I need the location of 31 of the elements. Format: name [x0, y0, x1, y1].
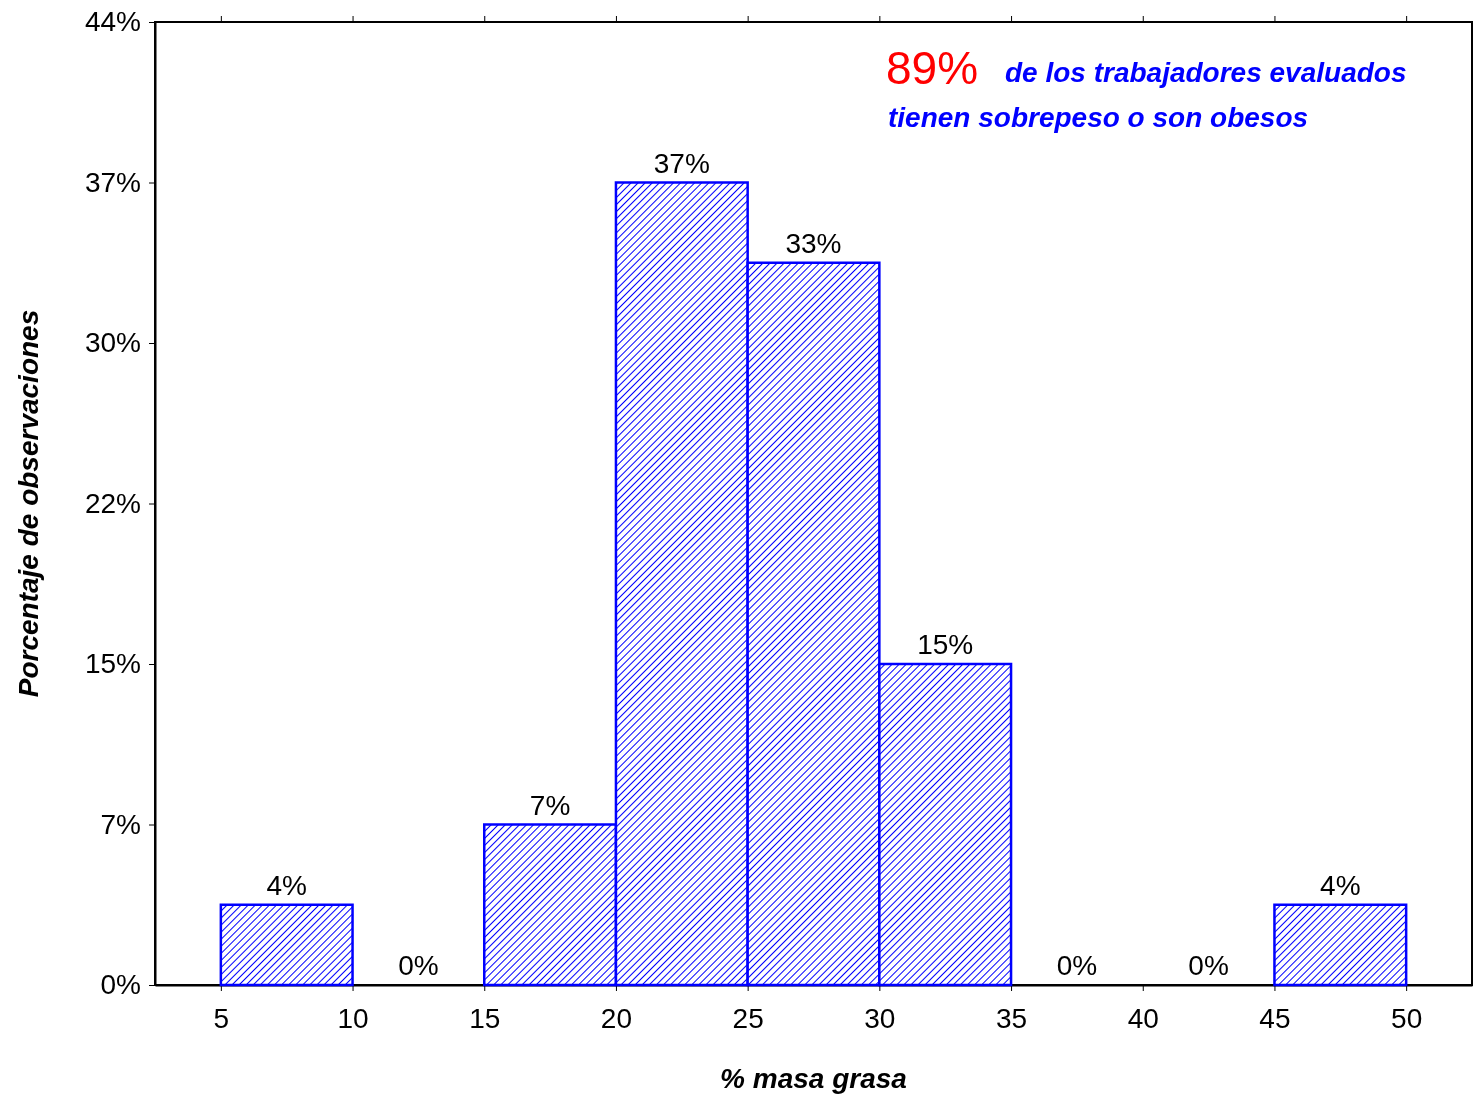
x-tick-label: 10: [337, 1002, 369, 1034]
annotation: tienen sobrepeso o son obesos: [888, 102, 1309, 133]
data-label: 33%: [785, 227, 842, 259]
data-label: 0%: [1188, 950, 1229, 981]
data-label: 15%: [917, 629, 974, 660]
x-tick-label: 25: [732, 1002, 764, 1034]
y-tick-label: 15%: [84, 648, 141, 680]
data-label: 0%: [1056, 950, 1098, 981]
data-label: 37%: [653, 147, 710, 179]
x-tick-label: 20: [600, 1002, 633, 1034]
x-tick-label: 45: [1259, 1002, 1291, 1034]
data-label: 0%: [398, 950, 439, 981]
annotation: 89%: [886, 42, 979, 94]
x-tick-label: 30: [864, 1002, 896, 1034]
y-tick-label: 44%: [84, 6, 141, 38]
y-tick-label: 0%: [100, 969, 141, 1001]
data-label: 4%: [266, 869, 307, 901]
y-tick-label: 7%: [100, 808, 141, 840]
x-tick-label: 15: [469, 1002, 501, 1034]
x-tick-label: 50: [1391, 1002, 1423, 1034]
x-tick-label: 5: [213, 1002, 230, 1034]
x-tick-label: 40: [1127, 1002, 1159, 1034]
x-tick-label: 35: [995, 1002, 1028, 1034]
data-label: 7%: [529, 789, 571, 821]
y-tick-label: 37%: [84, 166, 141, 198]
y-tick-label: 30%: [84, 327, 141, 359]
y-axis-title: Porcentaje de observaciones: [13, 309, 44, 698]
x-axis-title: % masa grasa: [720, 1063, 907, 1094]
data-label: 4%: [1320, 869, 1361, 901]
y-tick-label: 22%: [84, 487, 141, 519]
annotation: de los trabajadores evaluados: [1005, 57, 1407, 88]
